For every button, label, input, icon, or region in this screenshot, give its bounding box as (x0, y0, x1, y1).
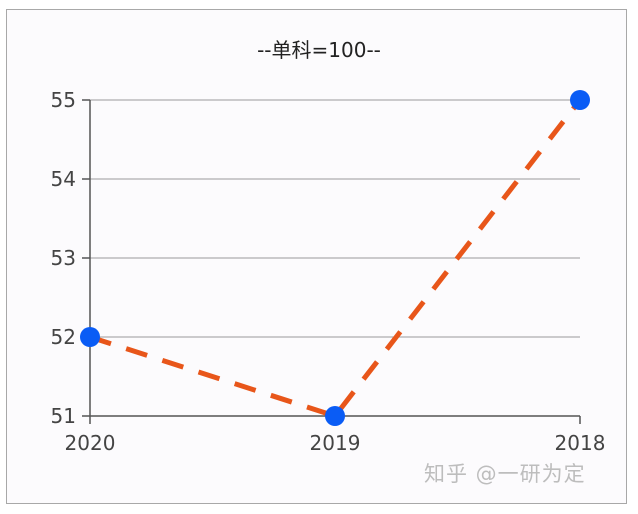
watermark: 知乎 @一研为定 (424, 462, 586, 486)
y-tick-label: 54 (51, 167, 76, 191)
y-tick-label: 53 (51, 246, 76, 270)
x-tick-label: 2018 (555, 431, 606, 455)
data-point-marker (325, 406, 345, 426)
x-tick-labels: 2020 2019 2018 (65, 431, 606, 455)
chart-frame (6, 9, 627, 504)
y-tick-labels: 55 54 53 52 51 (51, 88, 76, 428)
data-point-marker (570, 90, 590, 110)
y-tick-label: 55 (51, 88, 76, 112)
y-tick-label: 52 (51, 325, 76, 349)
grid-lines (90, 99, 580, 338)
series-markers (80, 90, 590, 426)
axes (82, 99, 581, 424)
series-line (89, 98, 582, 419)
data-point-marker (80, 327, 100, 347)
y-tick-label: 51 (51, 404, 76, 428)
x-tick-label: 2019 (310, 431, 361, 455)
x-tick-label: 2020 (65, 431, 116, 455)
chart-title: --单科=100-- (257, 38, 381, 62)
